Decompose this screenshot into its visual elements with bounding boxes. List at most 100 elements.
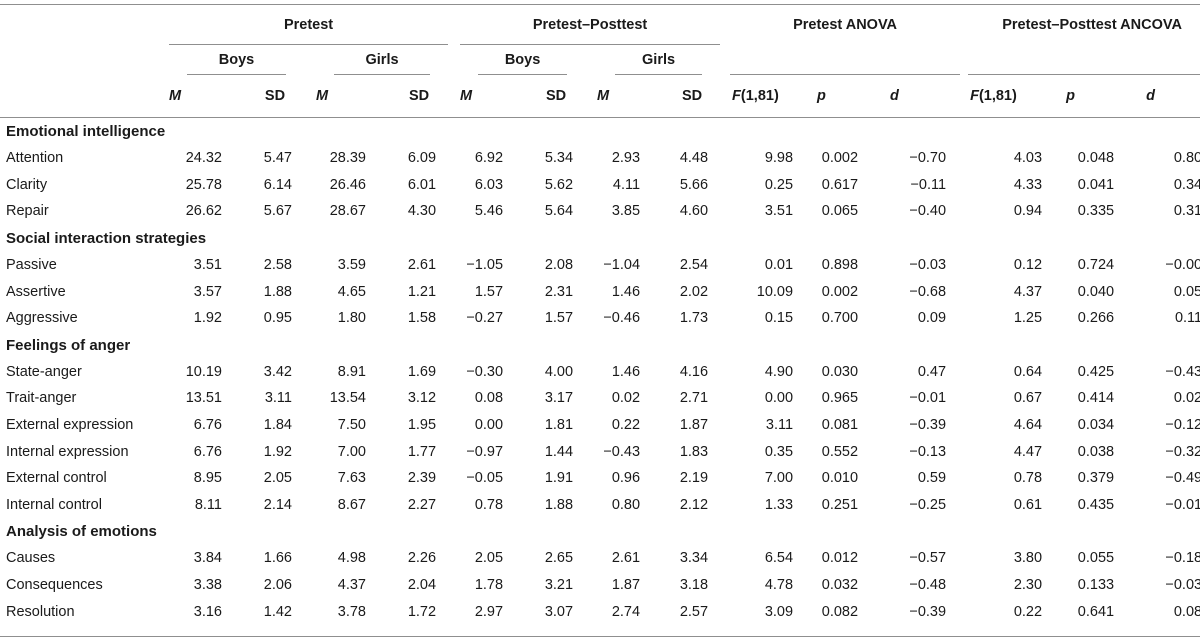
value-cell: 0.641	[1077, 603, 1115, 620]
value-cell: 0.038	[1077, 443, 1115, 460]
value-cell: −0.03	[909, 257, 947, 274]
value-cell: 0.08	[1173, 603, 1200, 620]
value-cell: 3.07	[544, 603, 574, 620]
value-cell: 0.133	[1077, 577, 1115, 594]
value-cell: 0.030	[821, 363, 859, 380]
value-cell: 0.25	[764, 176, 794, 193]
value-cell: 2.30	[1013, 577, 1043, 594]
table-row: Resolution 3.16 1.42 3.78 1.72 2.97 3.07 2.74 2.…	[0, 598, 1200, 625]
value-cell: 6.76	[193, 443, 222, 460]
value-cell: 1.42	[263, 603, 292, 620]
value-cell: 1.92	[193, 310, 222, 327]
value-cell: 3.21	[544, 577, 574, 594]
value-cell: 0.081	[821, 417, 859, 434]
table-row: Assertive 3.57 1.88 4.65 1.21 1.57 2.31 1.46 2.0…	[0, 278, 1200, 305]
value-cell: 1.57	[544, 310, 574, 327]
table-row: Clarity 25.78 6.14 26.46 6.01 6.03 5.62 4.11 5.6…	[0, 172, 1200, 199]
value-cell: 7.00	[764, 470, 794, 487]
value-cell: 0.032	[821, 577, 859, 594]
value-cell: 3.38	[193, 577, 222, 594]
value-cell: 0.95	[263, 310, 292, 327]
value-cell: 2.61	[407, 257, 437, 274]
value-cell: 6.09	[407, 150, 437, 167]
value-cell: 0.09	[917, 310, 947, 327]
row-label: External expression	[6, 417, 134, 434]
value-cell: 3.59	[337, 257, 366, 274]
col-pretest-girls-sd: SD	[408, 88, 430, 104]
value-cell: 5.46	[474, 203, 504, 220]
col-pretest-girls-m: M	[316, 88, 329, 104]
value-cell: 1.44	[544, 443, 574, 460]
value-cell: 0.22	[1013, 603, 1043, 620]
value-cell: 0.552	[821, 443, 859, 460]
value-cell: −0.43	[1165, 363, 1200, 380]
value-cell: 2.05	[263, 470, 292, 487]
section-row: Social interaction strategies	[0, 225, 1200, 252]
value-cell: 0.47	[917, 363, 947, 380]
value-cell: 1.83	[679, 443, 709, 460]
col-ancova-d: d	[1146, 88, 1155, 104]
value-cell: 0.617	[821, 176, 859, 193]
value-cell: 2.14	[263, 496, 292, 513]
value-cell: 2.04	[407, 577, 437, 594]
value-cell: 10.19	[185, 363, 222, 380]
value-cell: 28.39	[329, 150, 366, 167]
value-cell: −0.46	[603, 310, 641, 327]
value-cell: 7.63	[337, 470, 366, 487]
row-label: Clarity	[6, 176, 48, 193]
value-cell: 0.11	[1174, 310, 1200, 327]
value-cell: 8.91	[337, 363, 366, 380]
bottom-rule	[0, 636, 1200, 637]
value-cell: 2.27	[407, 496, 437, 513]
value-cell: 2.74	[611, 603, 641, 620]
value-cell: 28.67	[329, 203, 366, 220]
table-row: Internal control 8.11 2.14 8.67 2.27 0.78 1.88…	[0, 492, 1200, 519]
row-label: Passive	[6, 257, 57, 274]
value-cell: 0.414	[1077, 390, 1115, 407]
value-cell: −0.01	[909, 390, 947, 407]
row-label: External control	[6, 470, 107, 487]
header-group-pretest-anova: Pretest ANOVA	[793, 17, 898, 33]
table-row: Trait-anger 13.51 3.11 13.54 3.12 0.08 3.17 0.0…	[0, 385, 1200, 412]
section-row: Emotional intelligence	[0, 118, 1200, 146]
value-cell: −0.97	[466, 443, 504, 460]
value-cell: 4.00	[544, 363, 574, 380]
value-cell: 3.11	[765, 417, 794, 434]
value-cell: 0.61	[1013, 496, 1043, 513]
value-cell: −0.48	[909, 577, 947, 594]
value-cell: 2.93	[611, 150, 641, 167]
value-cell: 3.16	[193, 603, 222, 620]
col-ancova-f: F(1,81)	[970, 88, 1017, 104]
value-cell: −0.11	[910, 176, 947, 193]
value-cell: 3.84	[193, 550, 222, 567]
value-cell: 0.041	[1077, 176, 1115, 193]
header-empty-cell	[0, 45, 163, 75]
value-cell: 2.97	[474, 603, 504, 620]
table-body: Emotional intelligence Attention 24.32 5.47…	[0, 118, 1200, 625]
value-cell: 4.03	[1013, 150, 1043, 167]
value-cell: 6.01	[407, 176, 437, 193]
header-subgroup-anova-spacer	[726, 45, 964, 75]
value-cell: 1.21	[407, 283, 437, 300]
value-cell: 1.69	[407, 363, 437, 380]
value-cell: 10.09	[756, 283, 794, 300]
value-cell: 4.98	[337, 550, 366, 567]
col-ancova-p: p	[1066, 88, 1075, 104]
value-cell: 3.34	[679, 550, 709, 567]
table-row: External control 8.95 2.05 7.63 2.39 −0.05 1.9…	[0, 465, 1200, 492]
table-row: External expression 6.76 1.84 7.50 1.95 0.00 1…	[0, 412, 1200, 439]
value-cell: 0.01	[764, 257, 794, 274]
value-cell: 0.59	[917, 470, 947, 487]
value-cell: 1.77	[407, 443, 437, 460]
value-cell: −0.05	[466, 470, 504, 487]
value-cell: 5.67	[263, 203, 292, 220]
row-label: Resolution	[6, 603, 75, 620]
header-empty-cell	[0, 5, 163, 45]
value-cell: 8.95	[193, 470, 222, 487]
header-row-subgroups: Boys Girls Boys Girls	[0, 45, 1200, 75]
value-cell: 0.335	[1077, 203, 1115, 220]
header-row-columns: M SD M SD M SD M SD F(1,81) p d F(1,81) …	[0, 75, 1200, 118]
value-cell: 13.51	[185, 390, 222, 407]
top-rule	[0, 4, 1200, 5]
value-cell: 0.80	[1173, 150, 1200, 167]
